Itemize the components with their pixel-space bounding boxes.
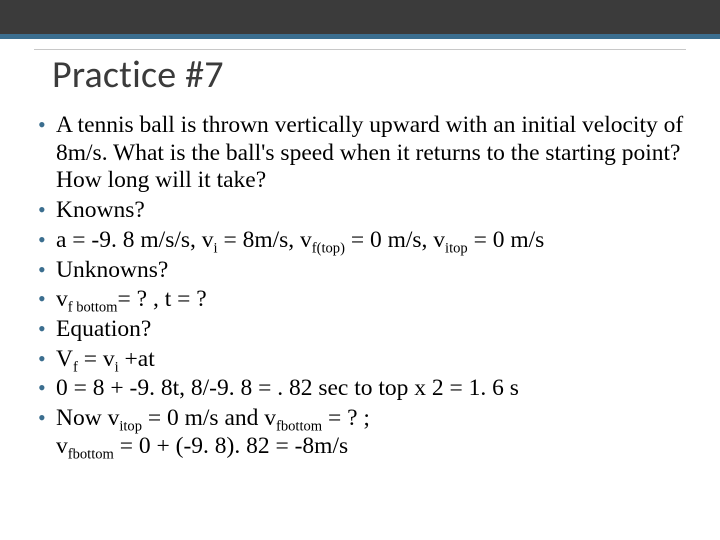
slide-title: Practice #7 [52,56,224,96]
text: = 0 + (-9. 8). 82 = -8m/s [114,433,348,459]
text: +at [119,346,155,372]
bullet-knowns-label: Knowns? [34,197,702,225]
slide: Practice #7 A tennis ball is thrown vert… [0,0,720,540]
text: V [56,346,73,372]
bullet-unknowns-label: Unknowns? [34,257,702,285]
text: = ? ; [322,405,370,431]
text: = 0 m/s and v [142,405,276,431]
text: = ? , t = ? [118,286,207,312]
text: Now v [56,405,119,431]
top-bar [0,0,720,34]
bullet-knowns-values: a = -9. 8 m/s/s, vi = 8m/s, vf(top) = 0 … [34,227,702,255]
text: v [56,286,68,312]
bullet-calc-time: 0 = 8 + -9. 8t, 8/-9. 8 = . 82 sec to to… [34,375,702,403]
text: = 0 m/s [468,227,545,253]
subscript: f bottom [68,300,118,316]
text: v [56,433,68,459]
horizontal-rule [34,49,686,50]
text: = 0 m/s, v [345,227,445,253]
subscript: fbottom [68,447,114,463]
spacer [0,39,720,49]
text: a = -9. 8 m/s/s, v [56,227,214,253]
bullet-calc-vf: Now vitop = 0 m/s and vfbottom = ? ; vfb… [34,405,702,460]
subscript: itop [445,241,468,257]
bullet-problem: A tennis ball is thrown vertically upwar… [34,112,702,195]
bullet-unknowns-values: vf bottom= ? , t = ? [34,286,702,314]
text: = 8m/s, v [218,227,312,253]
text: = v [78,346,115,372]
subscript: f(top) [312,241,345,257]
bullet-equation-label: Equation? [34,316,702,344]
slide-body: A tennis ball is thrown vertically upwar… [34,112,702,463]
bullet-equation: Vf = vi +at [34,346,702,374]
